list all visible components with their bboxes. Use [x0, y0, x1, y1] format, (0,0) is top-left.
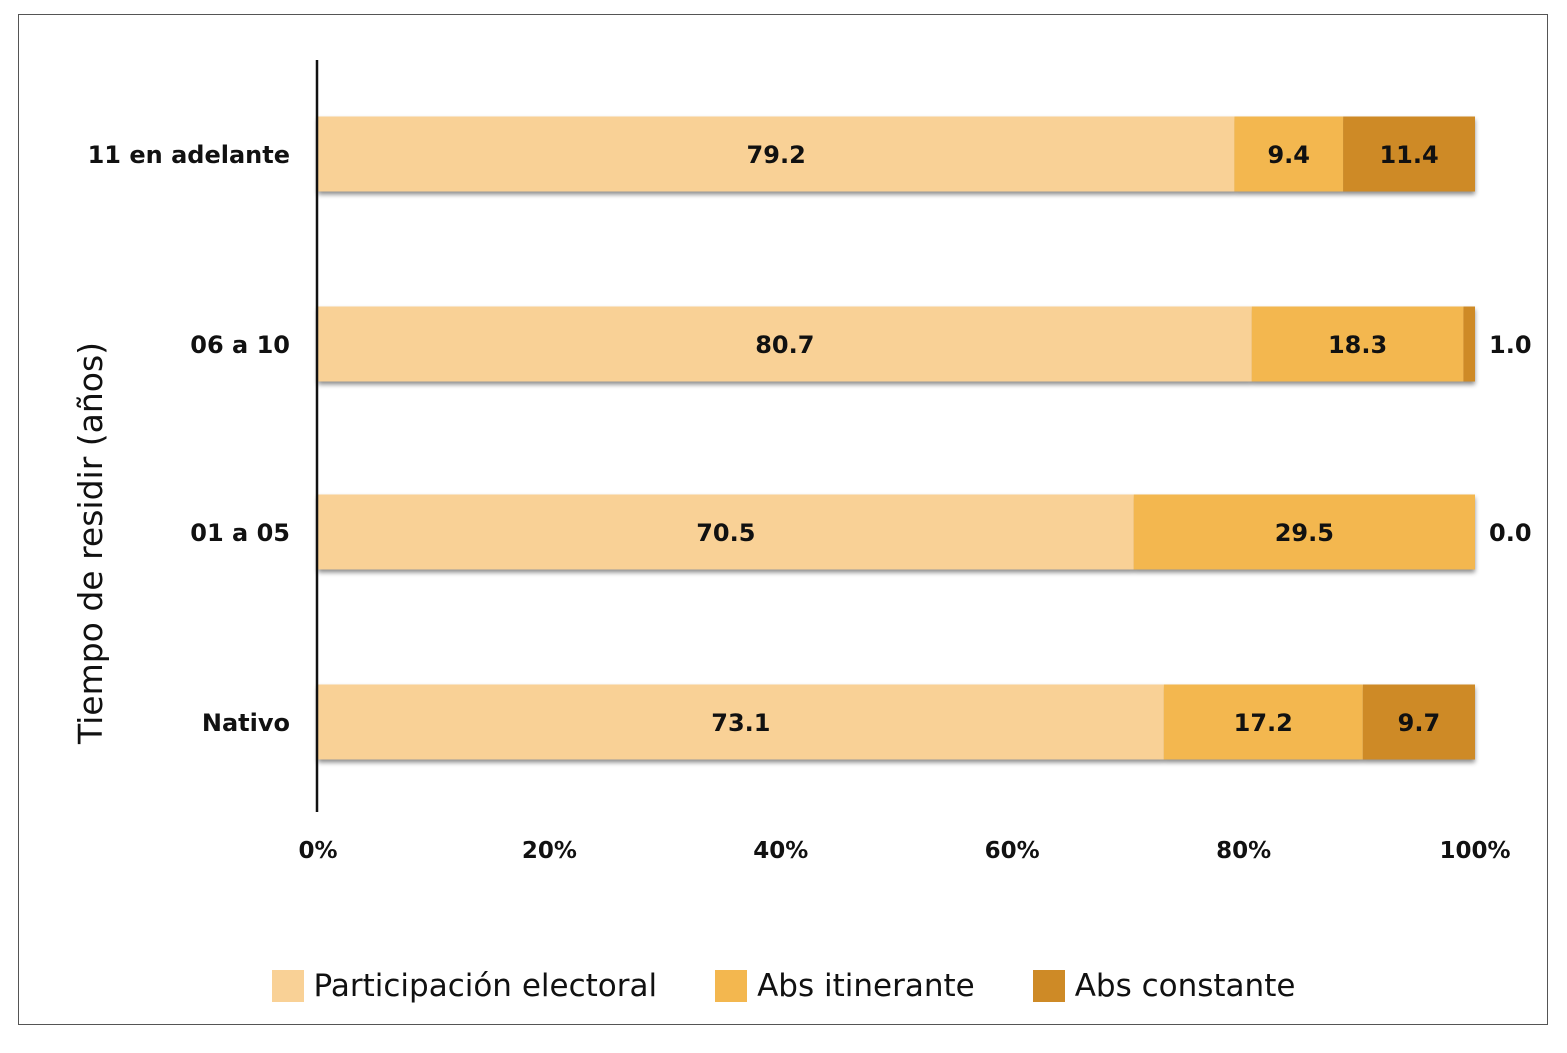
data-label: 70.5: [696, 519, 755, 547]
bar-segment: [318, 494, 1134, 570]
x-tick-label: 100%: [1439, 838, 1510, 864]
bar-segment: [1362, 684, 1475, 760]
legend-item: Abs itinerante: [715, 968, 975, 1004]
bar-group: [318, 684, 1475, 760]
data-label: 79.2: [747, 141, 806, 169]
data-label: 18.3: [1328, 331, 1387, 359]
data-label: 17.2: [1234, 709, 1293, 737]
data-label: 29.5: [1275, 519, 1334, 547]
data-label: 9.7: [1398, 709, 1441, 737]
bar-segment: [318, 684, 1164, 760]
category-label: 11 en adelante: [88, 141, 290, 169]
y-axis-title: Tiempo de residir (años): [71, 342, 110, 745]
data-label: 11.4: [1379, 141, 1438, 169]
legend-item: Participación electoral: [271, 968, 658, 1004]
data-label: 1.0: [1489, 331, 1532, 359]
data-label: 73.1: [711, 709, 770, 737]
legend-label: Participación electoral: [313, 968, 658, 1004]
legend-label: Abs itinerante: [757, 968, 975, 1004]
x-tick-label: 20%: [522, 838, 577, 864]
category-label: 06 a 10: [190, 331, 290, 359]
category-label: 01 a 05: [190, 519, 290, 547]
x-tick-label: 40%: [753, 838, 808, 864]
legend-item: Abs constante: [1032, 968, 1296, 1004]
bar-group: [318, 306, 1475, 382]
bar-segment: [1163, 684, 1363, 760]
legend-swatch: [1032, 970, 1065, 1002]
legend-label: Abs constante: [1074, 968, 1296, 1004]
bar-group: [318, 494, 1475, 570]
bar-segment: [318, 306, 1252, 382]
legend-swatch: [715, 970, 748, 1002]
x-tick-label: 80%: [1216, 838, 1271, 864]
legend: Participación electoral Abs itinerante Abs…: [0, 962, 1567, 1010]
data-label: 9.4: [1267, 141, 1310, 169]
bar-segment: [1133, 494, 1475, 570]
legend-swatch: [271, 970, 304, 1002]
bar-segment: [1463, 306, 1475, 382]
x-tick-label: 0%: [298, 838, 337, 864]
data-label: 80.7: [755, 331, 814, 359]
data-label: 0.0: [1489, 519, 1532, 547]
bar-segment: [1234, 116, 1344, 192]
bar-segment: [1251, 306, 1464, 382]
bar-segment: [318, 116, 1235, 192]
x-tick-label: 60%: [985, 838, 1040, 864]
bar-group: [318, 116, 1475, 192]
category-label: Nativo: [202, 709, 290, 737]
bar-segment: [1343, 116, 1475, 192]
